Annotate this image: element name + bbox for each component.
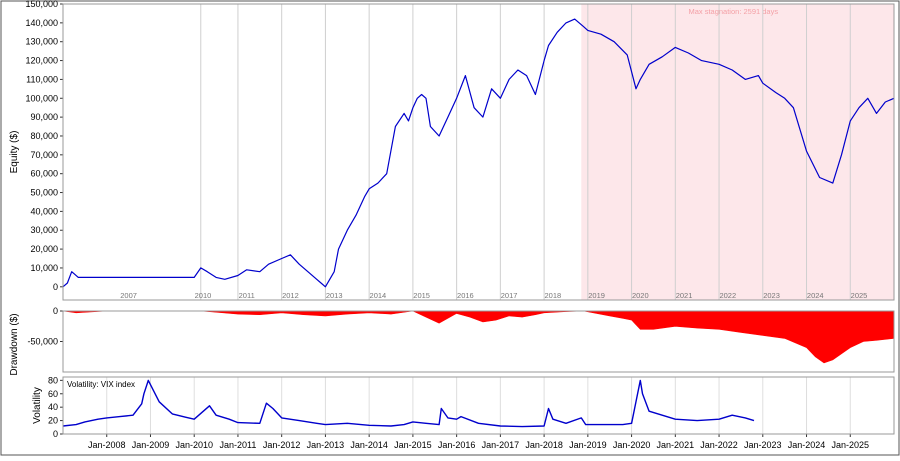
equity-line xyxy=(62,18,895,288)
x-tick-label: Jan-2020 xyxy=(613,440,651,450)
x-tick-label: Jan-2009 xyxy=(132,440,170,450)
year-label: 2010 xyxy=(195,291,212,300)
y-tick-label: -50,000 xyxy=(27,337,58,347)
y-tick-label: 30,000 xyxy=(30,225,58,235)
y-tick-label: 140,000 xyxy=(25,18,58,28)
x-tick-label: Jan-2024 xyxy=(788,440,826,450)
drawdown-plot-frame xyxy=(62,310,895,373)
drawdown-axis-label: Drawdown ($) xyxy=(9,313,20,375)
x-tick-label: Jan-2017 xyxy=(482,440,520,450)
x-tick-label: Jan-2014 xyxy=(350,440,388,450)
year-label: 2007 xyxy=(120,291,137,300)
x-tick-label: Jan-2018 xyxy=(525,440,563,450)
year-label: 2020 xyxy=(632,291,649,300)
year-label: 2017 xyxy=(501,291,518,300)
x-tick-label: Jan-2016 xyxy=(438,440,476,450)
y-tick-label: 80,000 xyxy=(30,131,58,141)
year-label: 2023 xyxy=(763,291,780,300)
max-stagnation-band xyxy=(581,4,894,300)
year-label: 2013 xyxy=(326,291,343,300)
drawdown-area xyxy=(62,310,895,364)
x-tick-label: Jan-2011 xyxy=(220,440,257,450)
year-label: 2016 xyxy=(457,291,474,300)
year-label: 2012 xyxy=(282,291,299,300)
y-tick-label: 150,000 xyxy=(25,0,58,9)
y-tick-label: 90,000 xyxy=(30,112,58,122)
y-tick-label: 40,000 xyxy=(30,206,58,216)
volatility-plot-frame xyxy=(62,376,895,435)
vix-legend: Volatility: VIX index xyxy=(67,380,135,389)
y-tick-label: 10,000 xyxy=(30,263,58,273)
year-label: 2011 xyxy=(239,291,255,300)
year-label: 2019 xyxy=(588,291,605,300)
year-label: 2022 xyxy=(719,291,736,300)
y-tick-label: 80 xyxy=(48,375,58,385)
year-label: 2025 xyxy=(851,291,868,300)
x-tick-label: Jan-2008 xyxy=(88,440,126,450)
x-tick-label: Jan-2019 xyxy=(569,440,607,450)
x-tick-label: Jan-2015 xyxy=(394,440,432,450)
y-tick-label: 50,000 xyxy=(30,188,58,198)
x-tick-label: Jan-2010 xyxy=(175,440,213,450)
vix-line xyxy=(62,379,755,428)
y-tick-label: 20 xyxy=(48,416,58,426)
x-tick-label: Jan-2025 xyxy=(831,440,869,450)
y-tick-label: 0 xyxy=(53,429,58,439)
x-tick-label: Jan-2012 xyxy=(263,440,301,450)
y-tick-label: 120,000 xyxy=(25,56,58,66)
year-label: 2024 xyxy=(807,291,824,300)
equity-plot-frame xyxy=(62,3,895,301)
y-tick-label: 100,000 xyxy=(25,93,58,103)
y-tick-label: 130,000 xyxy=(25,37,58,47)
year-label: 2021 xyxy=(676,291,693,300)
y-tick-label: 40 xyxy=(48,402,58,412)
year-label: 2015 xyxy=(413,291,430,300)
volatility-axis-label: Volatility xyxy=(32,387,43,424)
x-tick-label: Jan-2013 xyxy=(307,440,345,450)
y-tick-label: 60 xyxy=(48,389,58,399)
max-stagnation-label: Max stagnation: 2591 days xyxy=(688,7,778,16)
x-tick-label: Jan-2021 xyxy=(657,440,695,450)
x-tick-label: Jan-2022 xyxy=(700,440,738,450)
year-label: 2018 xyxy=(545,291,562,300)
x-tick-label: Jan-2023 xyxy=(744,440,782,450)
year-label: 2014 xyxy=(370,291,387,300)
equity-axis-label: Equity ($) xyxy=(9,131,20,174)
y-tick-label: 0 xyxy=(53,306,58,316)
y-tick-label: 110,000 xyxy=(26,74,58,84)
y-tick-label: 70,000 xyxy=(30,150,58,160)
y-tick-label: 20,000 xyxy=(30,244,58,254)
y-tick-label: 0 xyxy=(53,282,58,292)
y-tick-label: 60,000 xyxy=(30,169,58,179)
